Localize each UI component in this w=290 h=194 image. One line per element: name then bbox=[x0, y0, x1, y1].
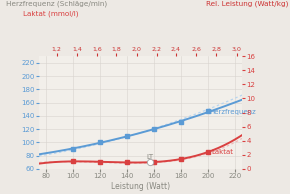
Text: Herzfrequenz (Schläge/min): Herzfrequenz (Schläge/min) bbox=[6, 1, 107, 8]
Text: Laktat: Laktat bbox=[211, 149, 233, 155]
Text: Herzfrequenz: Herzfrequenz bbox=[210, 109, 256, 115]
Text: LT: LT bbox=[146, 154, 154, 160]
Text: Rel. Leistung (Watt/kg): Rel. Leistung (Watt/kg) bbox=[206, 1, 289, 8]
Text: Laktat (mmol/l): Laktat (mmol/l) bbox=[23, 11, 79, 17]
X-axis label: Leistung (Watt): Leistung (Watt) bbox=[111, 182, 170, 191]
